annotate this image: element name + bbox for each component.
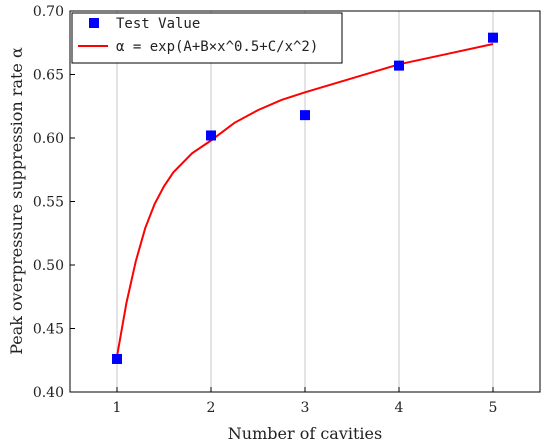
x-tick-label: 5 [489,400,498,416]
y-tick-label: 0.60 [33,131,64,147]
legend-box [71,12,343,64]
x-tick-label: 3 [301,400,310,416]
x-axis-label: Number of cavities [228,424,382,443]
y-tick-label: 0.50 [33,258,64,274]
x-tick-labels: 1 2 3 4 5 [113,400,498,416]
y-tick-label: 0.70 [33,4,64,20]
x-tick-label: 2 [207,400,216,416]
x-tick-label: 1 [113,400,122,416]
fit-curve-layer [116,43,494,357]
grid-lines [116,11,494,392]
test-value-point [488,32,498,43]
legend-marker-test-value [89,18,99,28]
y-tick-labels: 0.40 0.45 0.50 0.55 0.60 0.65 0.70 [33,4,64,401]
fit-curve-line [116,43,494,357]
y-tick-label: 0.55 [33,195,64,211]
y-tick-label: 0.65 [33,68,64,84]
test-value-point [394,60,404,71]
y-axis-label: Peak overpressure suppression rate α [7,47,26,355]
axis-ticks [70,10,494,393]
legend: Test Value α = exp(A+B×x^0.5+C/x^2) [71,12,343,64]
test-value-point [300,110,310,121]
y-tick-label: 0.40 [33,385,64,401]
test-value-point [206,130,216,141]
legend-label-fit-curve: α = exp(A+B×x^0.5+C/x^2) [116,39,318,55]
x-tick-label: 4 [395,400,404,416]
data-points-layer [112,32,498,364]
y-tick-label: 0.45 [33,322,64,338]
test-value-point [112,353,122,364]
legend-label-test-value: Test Value [116,16,200,32]
